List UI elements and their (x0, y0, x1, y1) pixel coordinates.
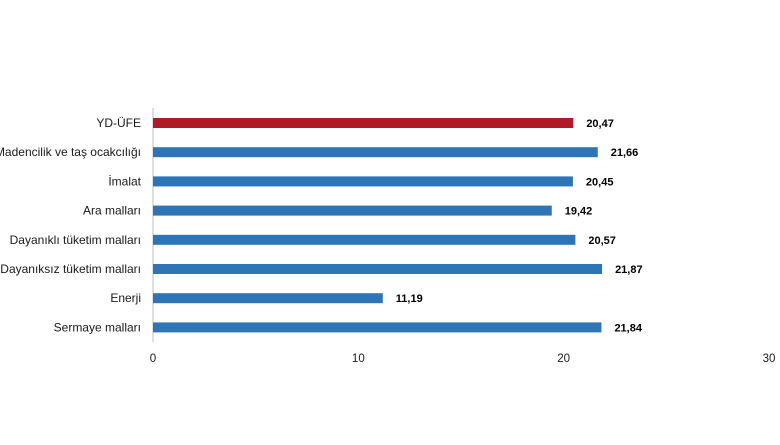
x-tick-label-10: 10 (352, 353, 365, 365)
value-label-item-2: 20,45 (586, 176, 614, 188)
category-label-item-4: Dayanıklı tüketim malları (10, 233, 141, 247)
category-label-item-2: İmalat (108, 174, 141, 188)
bars-layer (153, 118, 603, 333)
x-tick-label-20: 20 (557, 353, 570, 365)
bar-item-7 (153, 322, 602, 333)
x-tick-label-30: 30 (763, 353, 776, 365)
category-label-item-1: Madencilik ve taş ocakcılığı (0, 145, 141, 159)
value-labels: 20,47 21,66 20,45 19,42 20,57 21,87 11,19 21,84 (396, 118, 643, 334)
bar-item-2 (153, 176, 573, 187)
x-axis-ticks: 0 10 20 30 (150, 353, 776, 365)
bar-item-5 (153, 264, 603, 274)
value-label-item-4: 20,57 (588, 235, 616, 247)
value-label-item-7: 21,84 (614, 322, 642, 334)
category-label-item-5: Dayanıksız tüketim malları (0, 262, 141, 276)
category-label-item-3: Ara malları (83, 204, 141, 218)
value-label-item-6: 11,19 (396, 293, 423, 305)
bar-item-1 (153, 147, 598, 158)
value-label-item-1: 21,66 (611, 147, 639, 159)
bar-item-4 (153, 234, 576, 245)
category-labels: YD-ÜFE Madencilik ve taş ocakcılığı İmalat… (0, 116, 142, 334)
category-label-item-6: Enerji (110, 291, 141, 305)
category-label-item-0: YD-ÜFE (96, 116, 141, 130)
bar-item-0 (153, 118, 574, 128)
bar-item-6 (153, 293, 383, 304)
category-label-item-7: Sermaye malları (54, 320, 141, 334)
x-tick-label-0: 0 (150, 353, 156, 365)
value-label-item-0: 20,47 (586, 118, 614, 130)
value-label-item-3: 19,42 (565, 206, 593, 218)
value-label-item-5: 21,87 (615, 264, 643, 276)
bar-item-3 (153, 205, 552, 216)
